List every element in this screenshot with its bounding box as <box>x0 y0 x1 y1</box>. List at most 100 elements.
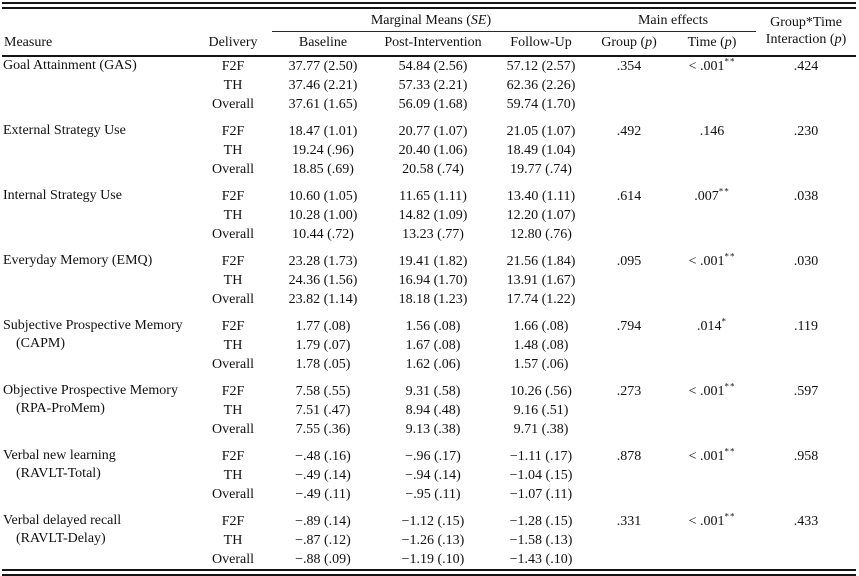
post-intervention-cell: 19.41 (1.82) <box>398 254 468 269</box>
baseline-cell: −.49 (.14) <box>295 468 351 483</box>
table-row: TH −.49 (.14) −.94 (.14) −1.04 (.15) <box>2 466 856 485</box>
marginal-means-spanner: Marginal Means (SE) <box>272 9 591 32</box>
followup-cell: −1.11 (.17) <box>509 449 573 464</box>
header-columns-row: Measure Delivery Baseline Post-Intervent… <box>2 31 856 57</box>
bottom-double-rule <box>2 569 856 576</box>
group-p-cell: .354 <box>616 59 642 74</box>
followup-cell: 1.48 (.08) <box>513 338 569 353</box>
table-row: Overall −.88 (.09) −1.19 (.10) −1.43 (.10) <box>2 550 856 569</box>
delivery-cell: TH <box>223 468 243 483</box>
post-intervention-header: Post-Intervention <box>374 31 492 57</box>
delivery-cell: F2F <box>221 254 245 269</box>
baseline-cell: 37.61 (1.65) <box>288 97 358 112</box>
post-intervention-cell: 56.09 (1.68) <box>398 97 468 112</box>
baseline-cell: −.48 (.16) <box>295 449 351 464</box>
significance-asterisks: ** <box>718 186 730 197</box>
delivery-cell: F2F <box>221 59 245 74</box>
group-p-italic: p <box>645 35 653 50</box>
followup-cell: −1.43 (.10) <box>509 552 573 567</box>
time-p-close: ) <box>731 35 737 50</box>
spacer-delivery <box>194 9 272 32</box>
delivery-cell: F2F <box>221 514 245 529</box>
table-row: TH 7.51 (.47) 8.94 (.48) 9.16 (.51) <box>2 401 856 420</box>
table-row: Subjective Prospective Memory (CAPM) F2F 1.… <box>2 309 856 351</box>
significance-asterisks: ** <box>724 381 736 392</box>
measure-line1: Everyday Memory (EMQ) <box>3 253 153 268</box>
baseline-cell: 23.28 (1.73) <box>288 254 358 269</box>
interaction-p-cell: .424 <box>793 59 819 74</box>
baseline-cell: 1.79 (.07) <box>295 338 351 353</box>
delivery-cell: Overall <box>212 162 254 177</box>
baseline-cell: 10.28 (1.00) <box>288 208 358 223</box>
interaction-p-cell: .038 <box>793 189 819 204</box>
measure-header: Measure <box>2 31 194 57</box>
table-row: Overall 18.85 (.69) 20.58 (.74) 19.77 (.74) <box>2 160 856 179</box>
post-intervention-cell: −.96 (.17) <box>405 449 461 464</box>
delivery-cell: F2F <box>221 124 245 139</box>
followup-cell: 59.74 (1.70) <box>506 97 576 112</box>
followup-cell: 9.16 (.51) <box>513 403 569 418</box>
followup-cell: −1.58 (.13) <box>509 533 573 548</box>
delivery-cell: TH <box>223 143 243 158</box>
measure-cell: Verbal new learning (RAVLT-Total) <box>2 439 194 504</box>
time-p-cell: .007** <box>668 179 756 244</box>
table-body: Goal Attainment (GAS) F2F 37.77 (2.50) 54.8… <box>2 56 856 569</box>
post-intervention-cell: 20.40 (1.06) <box>398 143 468 158</box>
time-p-value: < .001 <box>688 449 725 464</box>
interaction-p-cell: .433 <box>793 514 819 529</box>
baseline-cell: 37.77 (2.50) <box>288 59 358 74</box>
time-p-value: .007 <box>694 189 719 204</box>
post-intervention-cell: 8.94 (.48) <box>405 403 461 418</box>
delivery-cell: TH <box>223 533 243 548</box>
delivery-cell: F2F <box>221 189 245 204</box>
interaction-close: ) <box>841 32 847 47</box>
time-p-label: Time ( <box>687 35 725 50</box>
followup-cell: −1.04 (.15) <box>509 468 573 483</box>
post-intervention-cell: −1.26 (.13) <box>401 533 465 548</box>
post-intervention-cell: −.95 (.11) <box>405 487 461 502</box>
delivery-cell: TH <box>223 338 243 353</box>
marginal-means-label: Marginal Means ( <box>370 13 471 28</box>
time-p-value: < .001 <box>688 254 725 269</box>
delivery-cell: TH <box>223 78 243 93</box>
measure-line2: (RAVLT-Total) <box>16 466 101 481</box>
post-intervention-cell: 9.31 (.58) <box>405 384 461 399</box>
post-intervention-cell: 13.23 (.77) <box>402 227 464 242</box>
measure-cell: Objective Prospective Memory (RPA-ProMem) <box>2 374 194 439</box>
group-p-close: ) <box>652 35 657 50</box>
measure-cell: Verbal delayed recall (RAVLT-Delay) <box>2 504 194 569</box>
measure-line1: Objective Prospective Memory <box>3 383 178 398</box>
measure-line1: Subjective Prospective Memory <box>3 318 183 333</box>
table-row: Overall 1.78 (.05) 1.62 (.06) 1.57 (.06) <box>2 355 856 374</box>
time-p-cell: < .001** <box>668 374 756 439</box>
interaction-p-cell: .597 <box>793 384 819 399</box>
followup-cell: 19.77 (.74) <box>510 162 572 177</box>
delivery-cell: F2F <box>221 449 245 464</box>
time-p-value: .014 <box>697 319 722 334</box>
baseline-cell: 1.78 (.05) <box>295 357 351 372</box>
table-row: TH −.87 (.12) −1.26 (.13) −1.58 (.13) <box>2 531 856 550</box>
followup-cell: 57.12 (2.57) <box>506 59 576 74</box>
delivery-cell: TH <box>223 403 243 418</box>
measure-line2: (RPA-ProMem) <box>16 401 105 416</box>
measure-cell: Everyday Memory (EMQ) <box>2 244 194 309</box>
baseline-cell: 23.82 (1.14) <box>288 292 358 307</box>
baseline-cell: 10.60 (1.05) <box>288 189 358 204</box>
measure-line1: Goal Attainment (GAS) <box>3 58 137 73</box>
followup-cell: 1.66 (.08) <box>513 319 569 334</box>
baseline-cell: 18.47 (1.01) <box>288 124 358 139</box>
time-p-cell: < .001** <box>668 56 756 114</box>
significance-asterisks: ** <box>724 446 736 457</box>
group-p-cell: .794 <box>616 319 642 334</box>
followup-cell: −1.07 (.11) <box>509 487 573 502</box>
delivery-cell: Overall <box>212 552 254 567</box>
measure-line2: (CAPM) <box>16 336 66 351</box>
baseline-cell: 1.77 (.08) <box>295 319 351 334</box>
measure-cell: Subjective Prospective Memory (CAPM) <box>2 309 194 374</box>
delivery-cell: TH <box>223 273 243 288</box>
interaction-line2: Interaction ( <box>765 32 835 47</box>
baseline-cell: 24.36 (1.56) <box>288 273 358 288</box>
delivery-cell: Overall <box>212 487 254 502</box>
table-row: Overall 7.55 (.36) 9.13 (.38) 9.71 (.38) <box>2 420 856 439</box>
group-p-cell: .273 <box>616 384 642 399</box>
